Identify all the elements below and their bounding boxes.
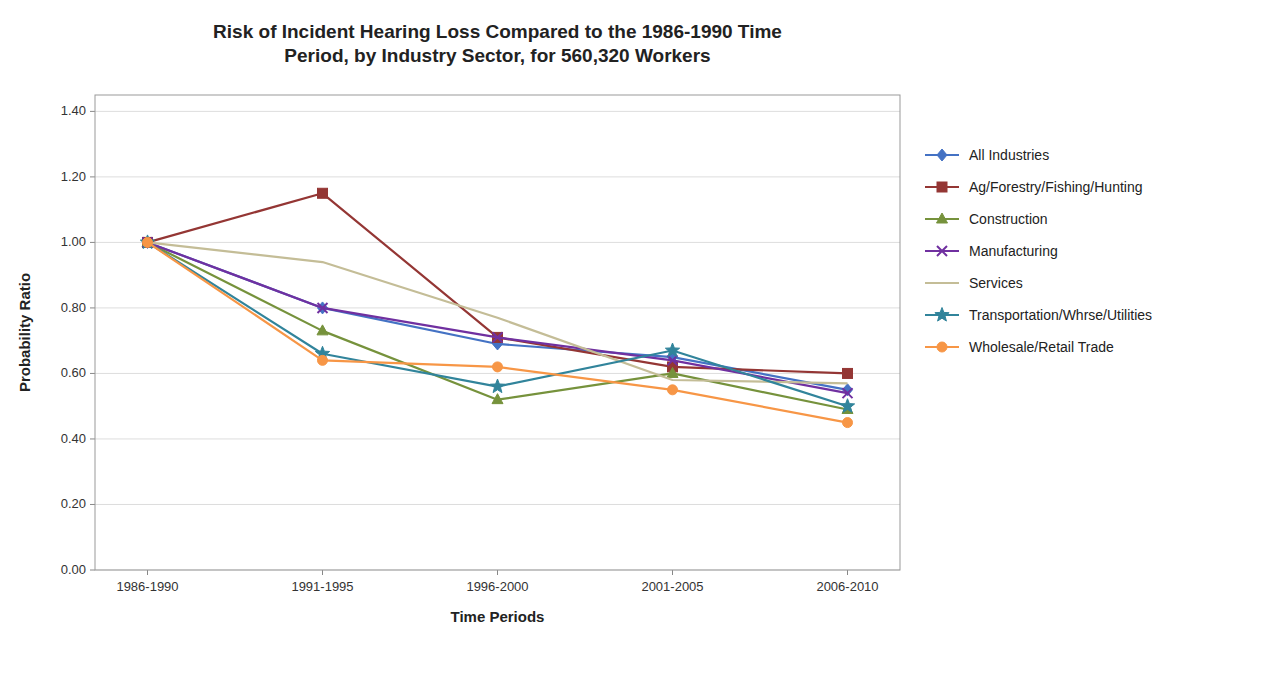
legend-label: Services: [969, 275, 1023, 291]
y-tick: [90, 570, 95, 571]
y-tick: [90, 373, 95, 374]
legend-marker: [937, 246, 947, 256]
marker: [493, 332, 503, 342]
legend-marker: [937, 149, 947, 161]
y-tick-label: 0.80: [61, 300, 86, 315]
marker: [668, 385, 678, 395]
background: [0, 0, 1266, 676]
grid-line: [95, 504, 900, 505]
y-tick: [90, 504, 95, 505]
x-tick-label: 1991-1995: [291, 579, 353, 594]
x-tick: [497, 570, 498, 575]
legend-marker: [937, 342, 947, 352]
grid-line: [95, 242, 900, 243]
marker: [318, 355, 328, 365]
x-tick: [847, 570, 848, 575]
x-tick-label: 1986-1990: [116, 579, 178, 594]
y-tick: [90, 242, 95, 243]
x-tick: [322, 570, 323, 575]
x-tick: [672, 570, 673, 575]
series: [142, 236, 853, 413]
x-tick-label: 1996-2000: [466, 579, 528, 594]
legend-label: Construction: [969, 211, 1048, 227]
y-tick-label: 0.00: [61, 562, 86, 577]
x-axis-label: Time Periods: [451, 608, 545, 625]
y-tick-label: 1.20: [61, 169, 86, 184]
title-line: Period, by Industry Sector, for 560,320 …: [284, 45, 710, 66]
series-line: [148, 242, 848, 409]
legend: All Industries Ag/Forestry/Fishing/Huntin…: [925, 147, 1152, 355]
grid-line: [95, 438, 900, 439]
title-line: Risk of Incident Hearing Loss Compared t…: [213, 21, 782, 42]
grid-line: [95, 176, 900, 177]
marker: [667, 367, 678, 377]
legend-marker: [935, 308, 949, 322]
legend-label: Transportation/Whrse/Utilities: [969, 307, 1152, 323]
y-tick: [90, 111, 95, 112]
marker: [668, 355, 678, 365]
legend-label: All Industries: [969, 147, 1049, 163]
marker: [142, 236, 153, 246]
series: [140, 235, 854, 412]
grid-line: [95, 373, 900, 374]
marker: [493, 362, 503, 372]
series-line: [148, 242, 848, 406]
marker: [318, 303, 328, 313]
y-tick-label: 0.60: [61, 365, 86, 380]
series-line: [148, 242, 848, 422]
marker: [492, 394, 503, 404]
x-tick-label: 2006-2010: [816, 579, 878, 594]
marker: [843, 418, 853, 428]
marker: [665, 343, 679, 357]
legend-marker: [937, 182, 947, 192]
marker: [843, 368, 853, 378]
y-tick: [90, 438, 95, 439]
chart: 0.00 0.20 0.40 0.60 0.80 1.00 1.20 1.40 1986-199…: [0, 0, 1266, 676]
series-line: [148, 193, 848, 373]
series-line: [148, 242, 848, 389]
marker: [843, 388, 853, 398]
y-tick-label: 0.40: [61, 431, 86, 446]
x-tick-label: 2001-2005: [641, 579, 703, 594]
marker: [143, 237, 153, 247]
marker: [318, 188, 328, 198]
grid-line: [95, 111, 900, 112]
marker: [143, 236, 153, 248]
y-tick-label: 1.40: [61, 103, 86, 118]
legend-label: Manufacturing: [969, 243, 1058, 259]
marker: [317, 325, 328, 335]
series: [143, 237, 853, 427]
legend-label: Ag/Forestry/Fishing/Hunting: [969, 179, 1143, 195]
title: Risk of Incident Hearing Loss Compared t…: [213, 21, 782, 66]
legend-line: [925, 282, 959, 284]
series-line: [148, 242, 848, 393]
legend-marker: [937, 213, 948, 223]
legend-label: Wholesale/Retail Trade: [969, 339, 1114, 355]
y-tick: [90, 307, 95, 308]
grid-line: [95, 307, 900, 308]
y-tick-label: 1.00: [61, 234, 86, 249]
x-tick: [147, 570, 148, 575]
marker: [840, 399, 854, 413]
y-tick: [90, 176, 95, 177]
marker: [143, 237, 153, 247]
marker: [490, 379, 504, 393]
series: [143, 188, 853, 378]
series: [143, 236, 853, 395]
plot-area: [140, 188, 854, 427]
y-axis-label: Probability Ratio: [16, 273, 33, 392]
marker: [143, 237, 153, 247]
plot-frame: [95, 95, 900, 570]
y-tick-label: 0.20: [61, 496, 86, 511]
